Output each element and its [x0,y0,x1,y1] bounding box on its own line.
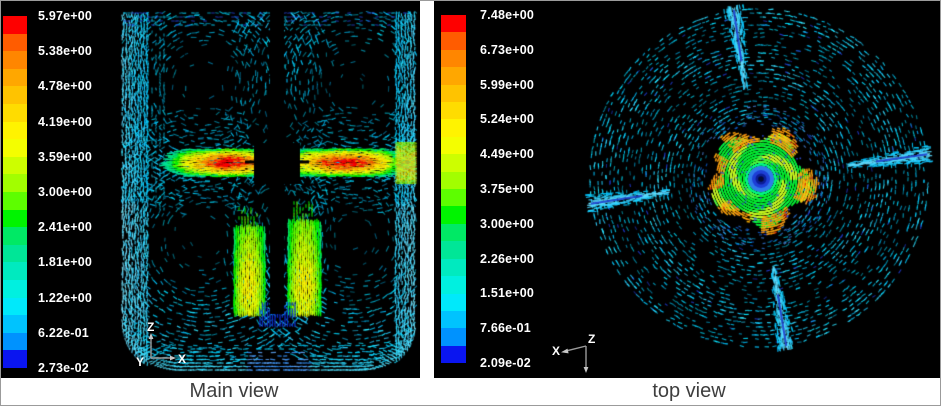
colorbar-tick-label: 5.97e+00 [38,9,93,23]
colorbar-tick-label: 3.59e+00 [38,149,93,164]
colorbar-tick-label: 2.41e+00 [38,220,93,235]
colorbar-band [3,139,27,157]
top-view-caption: top view [652,380,726,402]
colorbar-tick-label: 1.22e+00 [38,290,93,305]
main-view-vector-plot [1,1,420,378]
main-colorbar [3,16,27,368]
colorbar-tick-label: 1.51e+00 [480,286,535,301]
colorbar-band [3,315,27,333]
colorbar-band [441,258,466,277]
colorbar-band [441,84,466,103]
colorbar-band [441,49,466,68]
colorbar-tick-label: 5.99e+00 [480,77,535,92]
colorbar-band [441,241,466,259]
colorbar-tick-label: 6.73e+00 [480,42,535,57]
top-colorbar [441,15,466,364]
colorbar-band [3,174,27,192]
colorbar-band [3,51,27,69]
top-view-vector-plot [434,1,940,378]
colorbar-band [3,332,27,351]
colorbar-tick-label: 5.38e+00 [38,44,93,59]
colorbar-band [3,209,27,228]
colorbar-tick-label: 3.00e+00 [38,185,93,199]
z-axis-arrowhead [148,333,154,339]
colorbar-band [3,121,27,140]
axis-x-label: X [178,352,186,366]
main-view-caption: Main view [189,380,279,402]
colorbar-tick-label: 7.48e+00 [480,8,535,22]
colorbar-band [441,67,466,85]
colorbar-band [3,86,27,104]
colorbar-band [441,328,466,346]
top-axis-triad: X Z [552,332,595,373]
colorbar-band [441,276,466,294]
axis-y-label: Y [136,355,144,369]
colorbar-band [441,102,466,120]
colorbar-tick-label: 3.75e+00 [480,182,535,196]
colorbar-tick-label: 4.49e+00 [480,147,535,162]
x-axis-arrowhead [561,348,569,354]
colorbar-band [441,119,466,137]
colorbar-band [441,223,466,242]
colorbar-band [3,227,27,245]
colorbar-band [441,189,466,207]
colorbar-band [441,136,466,155]
colorbar-band [441,345,466,364]
colorbar-tick-label: 2.73e-02 [38,361,89,375]
colorbar-band [3,68,27,87]
colorbar-tick-label: 7.66e-01 [480,321,531,336]
colorbar-band [3,244,27,263]
caption-strip: Main view top view [1,378,940,405]
x-axis-line [565,345,587,352]
colorbar-band [441,206,466,224]
colorbar-tick-label: 4.78e+00 [38,79,93,94]
axis-z-label: Z [147,320,154,334]
colorbar-tick-label: 3.00e+00 [480,216,535,231]
colorbar-band [441,310,466,329]
colorbar-band [3,16,27,34]
colorbar-band [441,171,466,190]
colorbar-band [3,297,27,316]
colorbar-tick-label: 4.19e+00 [38,114,93,129]
colorbar-band [3,350,27,368]
main-view-panel: Z Y X 5.97e+00 5.38e+00 4.78e+00 4.19e+00 3.… [1,1,420,378]
colorbar-tick-label: 6.22e-01 [38,325,89,340]
top-view-panel: X Z 7.48e+00 6.73e+00 5.99e+00 5.24e+00 4.49… [434,1,940,378]
down-axis-arrowhead [583,367,589,373]
colorbar-band [441,32,466,50]
colorbar-band [3,262,27,280]
colorbar-tick-label: 1.81e+00 [38,255,93,270]
colorbar-tick-label: 5.24e+00 [480,112,535,127]
colorbar-band [3,103,27,122]
colorbar-band [3,279,27,298]
colorbar-band [441,15,466,33]
axis-z-label: Z [588,332,595,346]
colorbar-band [3,191,27,210]
colorbar-band [441,293,466,311]
colorbar-tick-label: 2.09e-02 [480,356,531,370]
colorbar-band [3,33,27,52]
axis-x-label: X [552,344,560,358]
colorbar-band [441,154,466,172]
main-axis-triad: Z Y X [136,320,186,369]
colorbar-tick-label: 2.26e+00 [480,251,535,266]
x-axis-arrowhead [170,355,176,361]
colorbar-band [3,156,27,175]
